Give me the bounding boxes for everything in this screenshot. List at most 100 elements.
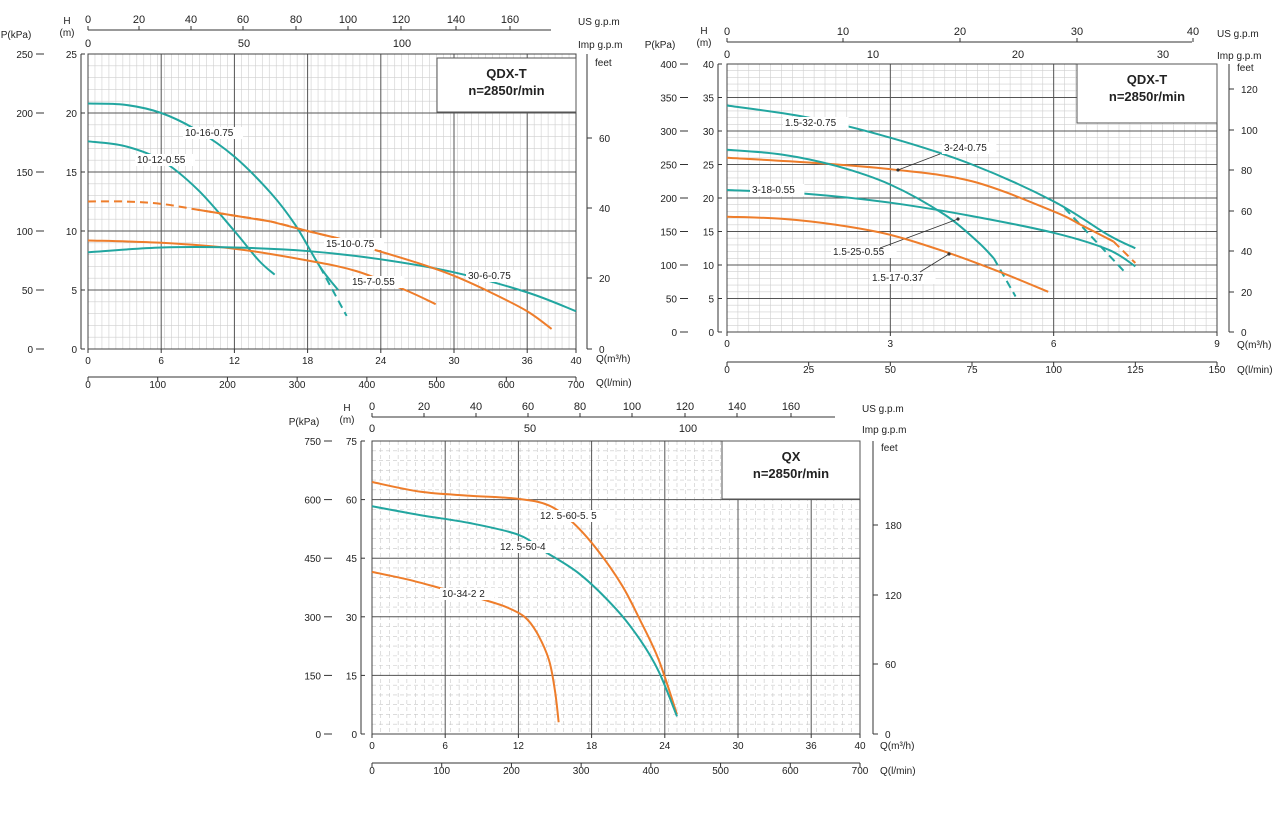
imp-axis-label: Imp g.p.m (578, 40, 622, 51)
x2-tick-label: 500 (428, 380, 445, 391)
series-label: 15-7-0.55 (352, 277, 395, 288)
p-tick-label: 250 (660, 161, 677, 172)
h-tick-label: 0 (71, 345, 77, 356)
imp-tick-label: 50 (238, 38, 250, 50)
p-tick-label: 0 (315, 730, 321, 741)
imp-tick-label: 20 (1012, 49, 1024, 61)
feet-axis-label: feet (1237, 63, 1254, 74)
series-label: 30-6-0.75 (468, 271, 511, 282)
h-tick-label: 15 (346, 671, 358, 682)
series-line-10-34-2 2 (371, 570, 560, 723)
us-tick-label: 0 (85, 14, 91, 26)
feet-tick-label: 0 (1241, 328, 1247, 339)
us-tick-label: 30 (1071, 26, 1083, 38)
series-label-bg (324, 238, 384, 250)
x2-axis-label: Q(l/min) (880, 766, 916, 777)
p-tick-label: 250 (16, 50, 33, 61)
x2-tick-label: 600 (498, 380, 515, 391)
x-tick-label: 12 (513, 741, 525, 752)
series-label: 10-34-2 2 (442, 589, 485, 600)
x-tick-label: 12 (229, 356, 241, 367)
series-line-15-7-0.55 (87, 239, 437, 306)
us-tick-label: 120 (676, 401, 694, 413)
us-tick-label: 10 (837, 26, 849, 38)
series-label-bg (750, 184, 805, 196)
plot-frame (371, 440, 861, 735)
series-dashed-1.5-25-0.55 (992, 257, 1017, 297)
series-label-bg (942, 142, 997, 154)
p-tick-label: 100 (660, 261, 677, 272)
feet-tick-label: 40 (1241, 247, 1253, 258)
imp-tick-label: 0 (724, 49, 730, 61)
h-tick-label: 60 (346, 496, 358, 507)
feet-tick-label: 100 (1241, 126, 1258, 137)
us-tick-label: 20 (954, 26, 966, 38)
leader-line (919, 253, 950, 273)
series-label: 12. 5-60-5. 5 (540, 511, 597, 522)
series-line-15-10-0.75 (87, 200, 382, 251)
x2-axis-label: Q(l/min) (1237, 365, 1273, 376)
series-label: 3-24-0.75 (944, 143, 987, 154)
feet-tick-label: 0 (599, 345, 605, 356)
p-tick-label: 750 (304, 437, 321, 448)
p-axis-label: P(kPa) (289, 417, 320, 428)
series-label: 1.5-32-0.75 (785, 118, 837, 129)
us-tick-label: 120 (392, 14, 410, 26)
h-axis-unit: (m) (340, 415, 355, 426)
chart-title: QDX-T (486, 66, 527, 81)
series-line-1.5-17-0.37 (726, 215, 1049, 293)
x-axis-label: Q(m³/h) (880, 741, 914, 752)
series-label-bg (183, 127, 243, 139)
x2-tick-label: 400 (643, 766, 660, 777)
series-label: 1.5-17-0.37 (872, 273, 924, 284)
h-tick-label: 25 (703, 161, 715, 172)
h-tick-label: 75 (346, 437, 358, 448)
feet-axis-label: feet (595, 58, 612, 69)
us-tick-label: 100 (339, 14, 357, 26)
x2-tick-label: 600 (782, 766, 799, 777)
feet-tick-label: 0 (885, 730, 891, 741)
chart-panel-3: QX n=2850r/min 12. 5-60-5. 5 12. 5-50-4 10-3… (289, 401, 916, 777)
x-axis-label: Q(m³/h) (1237, 340, 1271, 351)
us-axis-label: US g.p.m (1217, 29, 1259, 40)
us-tick-label: 20 (133, 14, 145, 26)
us-tick-label: 40 (470, 401, 482, 413)
series-label-bg (870, 272, 936, 284)
series-line-12. 5-50-4 (371, 505, 678, 717)
p-tick-label: 100 (16, 227, 33, 238)
feet-tick-label: 120 (1241, 85, 1258, 96)
h-axis-label: H (63, 16, 70, 27)
x-tick-label: 0 (369, 741, 375, 752)
us-tick-label: 160 (501, 14, 519, 26)
x2-tick-label: 200 (503, 766, 520, 777)
x2-tick-label: 100 (1045, 365, 1062, 376)
h-tick-label: 45 (346, 554, 358, 565)
h-axis-unit: (m) (697, 38, 712, 49)
imp-tick-label: 0 (85, 38, 91, 50)
h-tick-label: 5 (708, 295, 714, 306)
x2-tick-label: 200 (219, 380, 236, 391)
p-tick-label: 200 (16, 109, 33, 120)
h-axis-label: H (700, 26, 707, 37)
x-tick-label: 6 (158, 356, 164, 367)
imp-tick-label: 50 (524, 423, 536, 435)
x-tick-label: 18 (586, 741, 598, 752)
h-tick-label: 35 (703, 94, 715, 105)
series-line-extra-5 (374, 248, 553, 330)
h-tick-label: 15 (703, 228, 715, 239)
series-line-3-24-0.75 (726, 156, 1115, 243)
p-tick-label: 50 (22, 286, 34, 297)
imp-tick-label: 30 (1157, 49, 1169, 61)
x2-tick-label: 700 (568, 380, 585, 391)
us-tick-label: 160 (782, 401, 800, 413)
series-line-3-18-0.55 (726, 188, 1136, 268)
leader-line (879, 218, 959, 249)
x-tick-label: 3 (888, 339, 894, 350)
x-tick-label: 30 (732, 741, 744, 752)
x2-axis-label: Q(l/min) (596, 378, 632, 389)
x2-tick-label: 50 (885, 365, 897, 376)
p-tick-label: 0 (27, 345, 33, 356)
series-dashed-1.5-32-0.75 (1063, 207, 1126, 273)
series-label: 10-12-0.55 (137, 155, 186, 166)
